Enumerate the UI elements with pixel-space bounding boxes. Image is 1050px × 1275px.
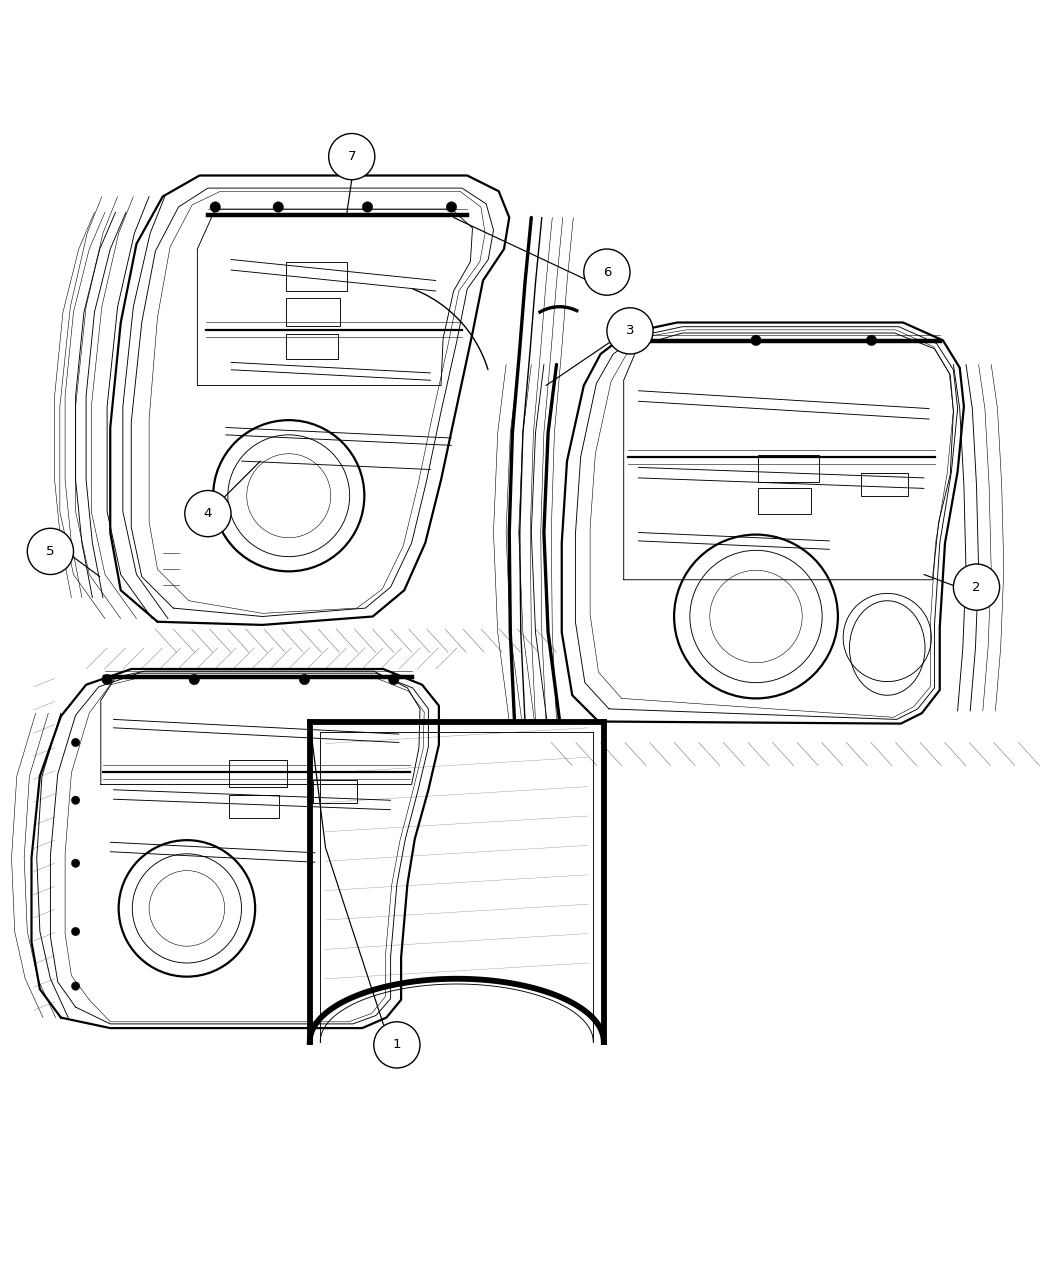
Circle shape <box>102 674 112 685</box>
Circle shape <box>185 491 231 537</box>
Circle shape <box>751 335 761 346</box>
Circle shape <box>71 738 80 747</box>
Circle shape <box>446 201 457 212</box>
Text: 2: 2 <box>972 580 981 594</box>
Circle shape <box>388 674 399 685</box>
Bar <box>229 796 279 819</box>
Circle shape <box>273 201 284 212</box>
Text: 3: 3 <box>626 324 634 338</box>
Circle shape <box>71 796 80 805</box>
Circle shape <box>189 674 200 685</box>
Text: 7: 7 <box>348 150 356 163</box>
Circle shape <box>71 982 80 991</box>
Circle shape <box>584 249 630 296</box>
Bar <box>758 455 819 482</box>
Circle shape <box>607 307 653 354</box>
Circle shape <box>71 927 80 936</box>
Circle shape <box>210 201 220 212</box>
Circle shape <box>362 201 373 212</box>
Circle shape <box>953 564 1000 611</box>
Text: 1: 1 <box>393 1038 401 1052</box>
Text: 4: 4 <box>204 507 212 520</box>
Bar <box>286 261 346 291</box>
Circle shape <box>637 335 648 346</box>
Circle shape <box>299 674 310 685</box>
Text: 5: 5 <box>46 544 55 558</box>
Text: 6: 6 <box>603 265 611 279</box>
Bar <box>286 298 340 325</box>
Circle shape <box>71 859 80 867</box>
Circle shape <box>27 528 74 575</box>
Bar <box>758 488 811 514</box>
Circle shape <box>374 1021 420 1068</box>
Bar <box>229 760 287 787</box>
Bar <box>313 780 357 803</box>
Circle shape <box>866 335 877 346</box>
Bar <box>861 473 908 496</box>
Circle shape <box>329 134 375 180</box>
Bar <box>286 334 338 360</box>
